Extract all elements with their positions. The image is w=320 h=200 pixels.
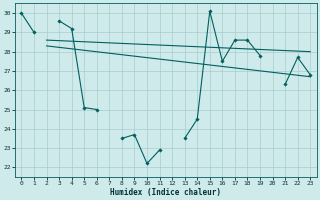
X-axis label: Humidex (Indice chaleur): Humidex (Indice chaleur): [110, 188, 221, 197]
